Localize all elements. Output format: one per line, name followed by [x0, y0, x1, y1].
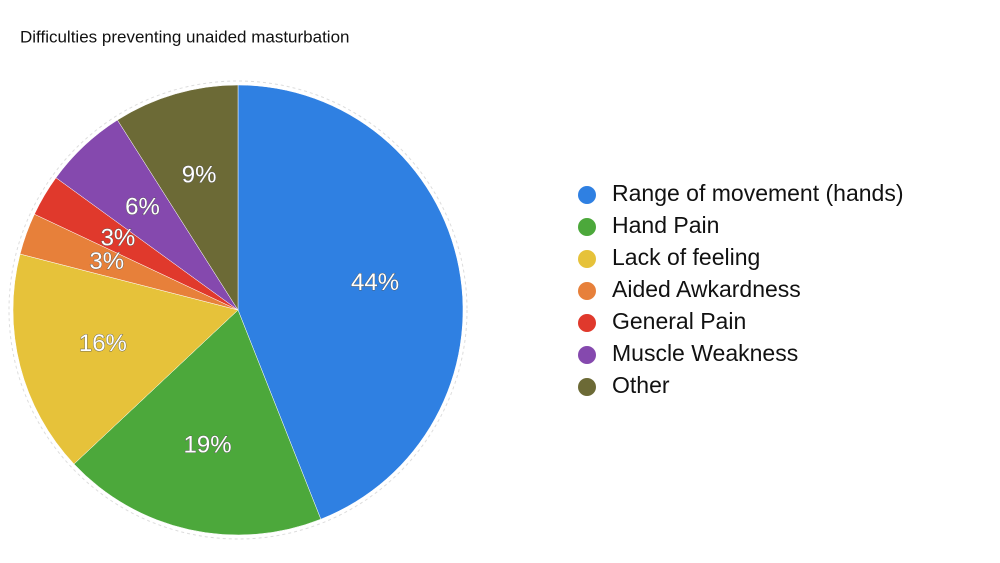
legend-label: Muscle Weakness — [612, 340, 798, 366]
pie-slice — [117, 84, 239, 311]
legend-label: Lack of feeling — [612, 244, 760, 270]
data-label: 9% — [182, 161, 217, 188]
legend-marker — [578, 282, 596, 300]
legend-label: Range of movement (hands) — [612, 180, 904, 206]
legend-marker — [578, 378, 596, 396]
data-label: 6% — [125, 194, 160, 221]
pie-slice — [237, 84, 464, 520]
pie-outline — [8, 80, 468, 540]
legend-label: General Pain — [612, 308, 746, 334]
data-label: 19% — [184, 431, 232, 458]
chart-title: Difficulties preventing unaided masturba… — [20, 27, 350, 46]
legend-label: Other — [612, 372, 670, 398]
data-label: 3% — [101, 224, 136, 251]
pie-slice — [12, 253, 239, 465]
data-label: 16% — [79, 330, 127, 357]
legend-marker — [578, 314, 596, 332]
legend-marker — [578, 186, 596, 204]
legend-label: Aided Awkardness — [612, 276, 801, 302]
data-label: 44% — [351, 269, 399, 296]
pie-slice — [73, 309, 322, 536]
legend-label: Hand Pain — [612, 212, 719, 238]
data-label: 3% — [89, 248, 124, 275]
legend-marker — [578, 218, 596, 236]
legend-marker — [578, 346, 596, 364]
legend-marker — [578, 250, 596, 268]
